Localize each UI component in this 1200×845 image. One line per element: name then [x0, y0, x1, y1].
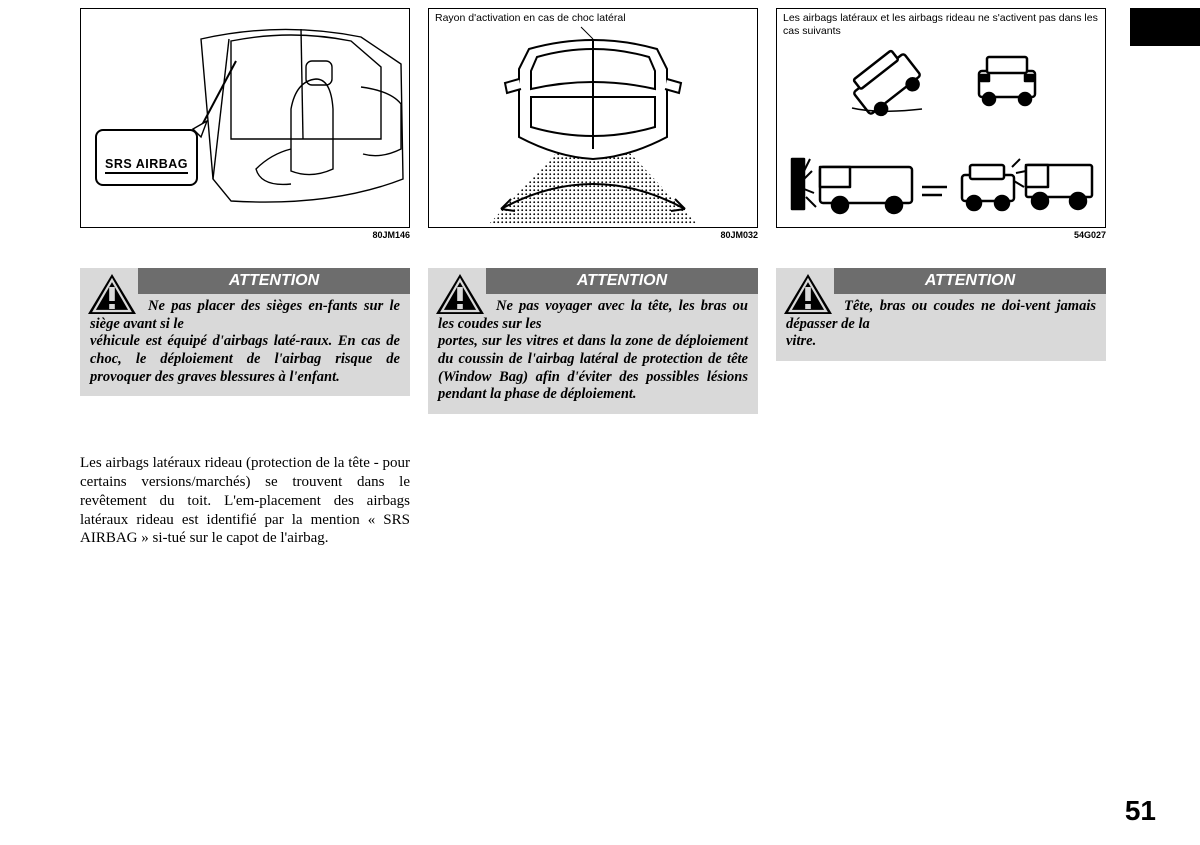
attention-header: ATTENTION — [834, 268, 1106, 294]
attention-text-rest: vitre. — [786, 333, 816, 349]
warning-triangle-icon — [434, 272, 486, 318]
attention-text-rest: portes, sur les vitres et dans la zone d… — [438, 333, 748, 402]
body-paragraph: Les airbags latéraux rideau (protection … — [80, 454, 410, 548]
warning-triangle-icon — [782, 272, 834, 318]
column-2: Rayon d'activation en cas de choc latéra… — [428, 8, 758, 414]
attention-text-rest: véhicule est équipé d'airbags laté-raux.… — [90, 333, 400, 384]
warning-triangle-icon — [86, 272, 138, 318]
page-columns: SRS AIRBAG 80JM146 ATTENTION Ne pas plac… — [80, 8, 1160, 548]
figure-caption: Les airbags latéraux et les airbags ride… — [783, 12, 1099, 37]
attention-box-2: ATTENTION Ne pas voyager avec la tête, l… — [428, 268, 758, 414]
crash-scenarios-illustration — [777, 9, 1105, 227]
car-top-view-illustration — [429, 9, 757, 227]
figure-code: 54G027 — [776, 230, 1106, 240]
attention-header: ATTENTION — [486, 268, 758, 294]
car-interior-illustration — [81, 9, 409, 227]
attention-box-1: ATTENTION Ne pas placer des sièges en-fa… — [80, 268, 410, 396]
column-3: Les airbags latéraux et les airbags ride… — [776, 8, 1106, 361]
page-number: 51 — [1125, 795, 1156, 827]
figure-activation-radius: Rayon d'activation en cas de choc latéra… — [428, 8, 758, 228]
attention-header: ATTENTION — [138, 268, 410, 294]
srs-airbag-label-text: SRS AIRBAG — [105, 157, 188, 174]
figure-code: 80JM146 — [80, 230, 410, 240]
column-1: SRS AIRBAG 80JM146 ATTENTION Ne pas plac… — [80, 8, 410, 548]
figure-caption: Rayon d'activation en cas de choc latéra… — [435, 12, 751, 25]
srs-airbag-label: SRS AIRBAG — [95, 129, 198, 186]
figure-code: 80JM032 — [428, 230, 758, 240]
section-tab — [1130, 8, 1200, 46]
attention-box-3: ATTENTION Tête, bras ou coudes ne doi-ve… — [776, 268, 1106, 361]
figure-no-activation: Les airbags latéraux et les airbags ride… — [776, 8, 1106, 228]
figure-srs-airbag: SRS AIRBAG — [80, 8, 410, 228]
